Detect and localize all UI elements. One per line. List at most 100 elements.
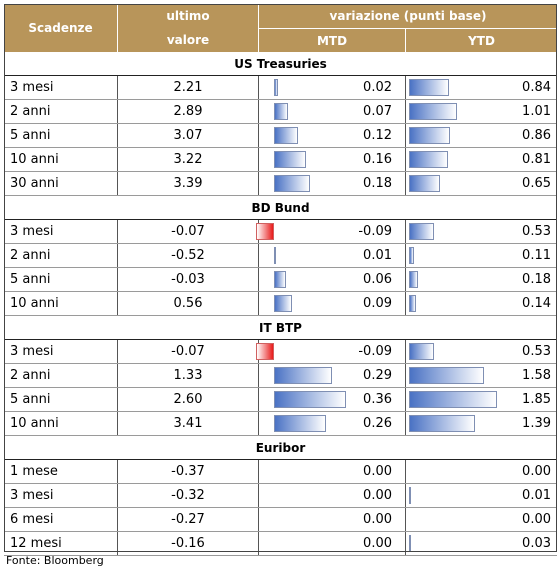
row-label: 5 anni xyxy=(10,272,51,287)
table-row: 2 anni -0.52 0.01 0.11 xyxy=(4,244,557,268)
row-value: 3.22 xyxy=(173,152,203,167)
row-mtd: -0.09 xyxy=(358,224,392,239)
row-mtd: 0.00 xyxy=(363,536,392,551)
table-row: 2 anni 2.89 0.07 1.01 xyxy=(4,100,557,124)
row-value: 2.60 xyxy=(173,392,203,407)
row-mtd: 0.09 xyxy=(363,296,392,311)
row-value: -0.03 xyxy=(171,272,205,287)
row-label: 5 anni xyxy=(10,392,51,407)
row-mtd: 0.00 xyxy=(363,488,392,503)
row-label: 10 anni xyxy=(10,296,59,311)
ytd-bar xyxy=(409,295,416,312)
table-header: Scadenze ultimo valore variazione (punti… xyxy=(4,4,557,52)
row-ytd: 0.00 xyxy=(522,464,551,479)
mtd-bar xyxy=(274,367,332,384)
table-row: 3 mesi -0.07 -0.09 0.53 xyxy=(4,340,557,364)
table-row: 10 anni 3.22 0.16 0.81 xyxy=(4,148,557,172)
section-title: IT BTP xyxy=(4,316,557,340)
ytd-bar xyxy=(409,79,449,96)
row-value: -0.32 xyxy=(171,488,205,503)
section-title: BD Bund xyxy=(4,196,557,220)
row-mtd: 0.36 xyxy=(363,392,392,407)
row-label: 2 anni xyxy=(10,368,51,383)
row-ytd: 0.14 xyxy=(522,296,551,311)
row-mtd: 0.00 xyxy=(363,464,392,479)
row-label: 10 anni xyxy=(10,152,59,167)
row-value: 2.89 xyxy=(173,104,203,119)
row-label: 3 mesi xyxy=(10,224,54,239)
row-value: 3.39 xyxy=(173,176,203,191)
row-ytd: 0.53 xyxy=(522,224,551,239)
row-mtd: 0.26 xyxy=(363,416,392,431)
row-ytd: 0.86 xyxy=(522,128,551,143)
ytd-bar xyxy=(409,487,411,504)
mtd-bar xyxy=(274,103,288,120)
row-value: 3.41 xyxy=(173,416,203,431)
table-row: 3 mesi -0.07 -0.09 0.53 xyxy=(4,220,557,244)
row-mtd: 0.06 xyxy=(363,272,392,287)
table-row: 6 mesi -0.27 0.00 0.00 xyxy=(4,508,557,532)
table-row: 3 mesi -0.32 0.00 0.01 xyxy=(4,484,557,508)
row-mtd: 0.00 xyxy=(363,512,392,527)
row-ytd: 0.01 xyxy=(522,488,551,503)
table-row: 10 anni 0.56 0.09 0.14 xyxy=(4,292,557,316)
ytd-bar xyxy=(409,343,435,360)
row-ytd: 0.65 xyxy=(522,176,551,191)
row-value: 3.07 xyxy=(173,128,203,143)
row-ytd: 0.84 xyxy=(522,80,551,95)
mtd-bar xyxy=(274,247,276,264)
row-value: -0.27 xyxy=(171,512,205,527)
mtd-bar xyxy=(274,127,298,144)
row-ytd: 0.11 xyxy=(522,248,551,263)
row-value: 2.21 xyxy=(173,80,203,95)
row-ytd: 0.00 xyxy=(522,512,551,527)
table-row: 5 anni -0.03 0.06 0.18 xyxy=(4,268,557,292)
row-label: 12 mesi xyxy=(10,536,62,551)
row-mtd: 0.16 xyxy=(363,152,392,167)
mtd-bar xyxy=(256,343,274,360)
row-value: 0.56 xyxy=(173,296,203,311)
mtd-bar xyxy=(274,415,326,432)
row-ytd: 0.03 xyxy=(522,536,551,551)
mtd-bar xyxy=(274,391,346,408)
row-label: 3 mesi xyxy=(10,344,54,359)
header-variazione: variazione (punti base) xyxy=(329,9,487,23)
table-row: 10 anni 3.41 0.26 1.39 xyxy=(4,412,557,436)
ytd-bar xyxy=(409,127,450,144)
row-mtd: 0.01 xyxy=(363,248,392,263)
section-title: Euribor xyxy=(4,436,557,460)
mtd-bar xyxy=(274,151,306,168)
mtd-bar xyxy=(274,271,286,288)
mtd-bar xyxy=(274,79,278,96)
row-label: 30 anni xyxy=(10,176,59,191)
row-label: 2 anni xyxy=(10,248,51,263)
header-scadenze: Scadenze xyxy=(28,21,93,35)
ytd-bar xyxy=(409,151,448,168)
ytd-bar xyxy=(409,391,497,408)
row-value: -0.07 xyxy=(171,344,205,359)
header-ultimo-line1: ultimo xyxy=(166,9,210,23)
ytd-bar xyxy=(409,367,485,384)
mtd-bar xyxy=(274,175,310,192)
row-value: -0.07 xyxy=(171,224,205,239)
mtd-bar xyxy=(274,295,292,312)
row-value: -0.16 xyxy=(171,536,205,551)
mtd-bar xyxy=(256,223,274,240)
ytd-bar xyxy=(409,103,458,120)
row-label: 3 mesi xyxy=(10,488,54,503)
row-label: 6 mesi xyxy=(10,512,54,527)
footer-source: Fonte: Bloomberg xyxy=(6,554,104,567)
row-ytd: 0.81 xyxy=(522,152,551,167)
row-label: 10 anni xyxy=(10,416,59,431)
row-ytd: 1.58 xyxy=(522,368,551,383)
row-label: 5 anni xyxy=(10,128,51,143)
section-title: US Treasuries xyxy=(4,52,557,76)
row-mtd: 0.12 xyxy=(363,128,392,143)
header-ytd: YTD xyxy=(468,33,495,48)
row-ytd: 0.53 xyxy=(522,344,551,359)
header-ultimo-line2: valore xyxy=(166,33,210,47)
row-mtd: 0.18 xyxy=(363,176,392,191)
ytd-bar xyxy=(409,247,415,264)
row-ytd: 0.18 xyxy=(522,272,551,287)
ytd-bar xyxy=(409,175,440,192)
